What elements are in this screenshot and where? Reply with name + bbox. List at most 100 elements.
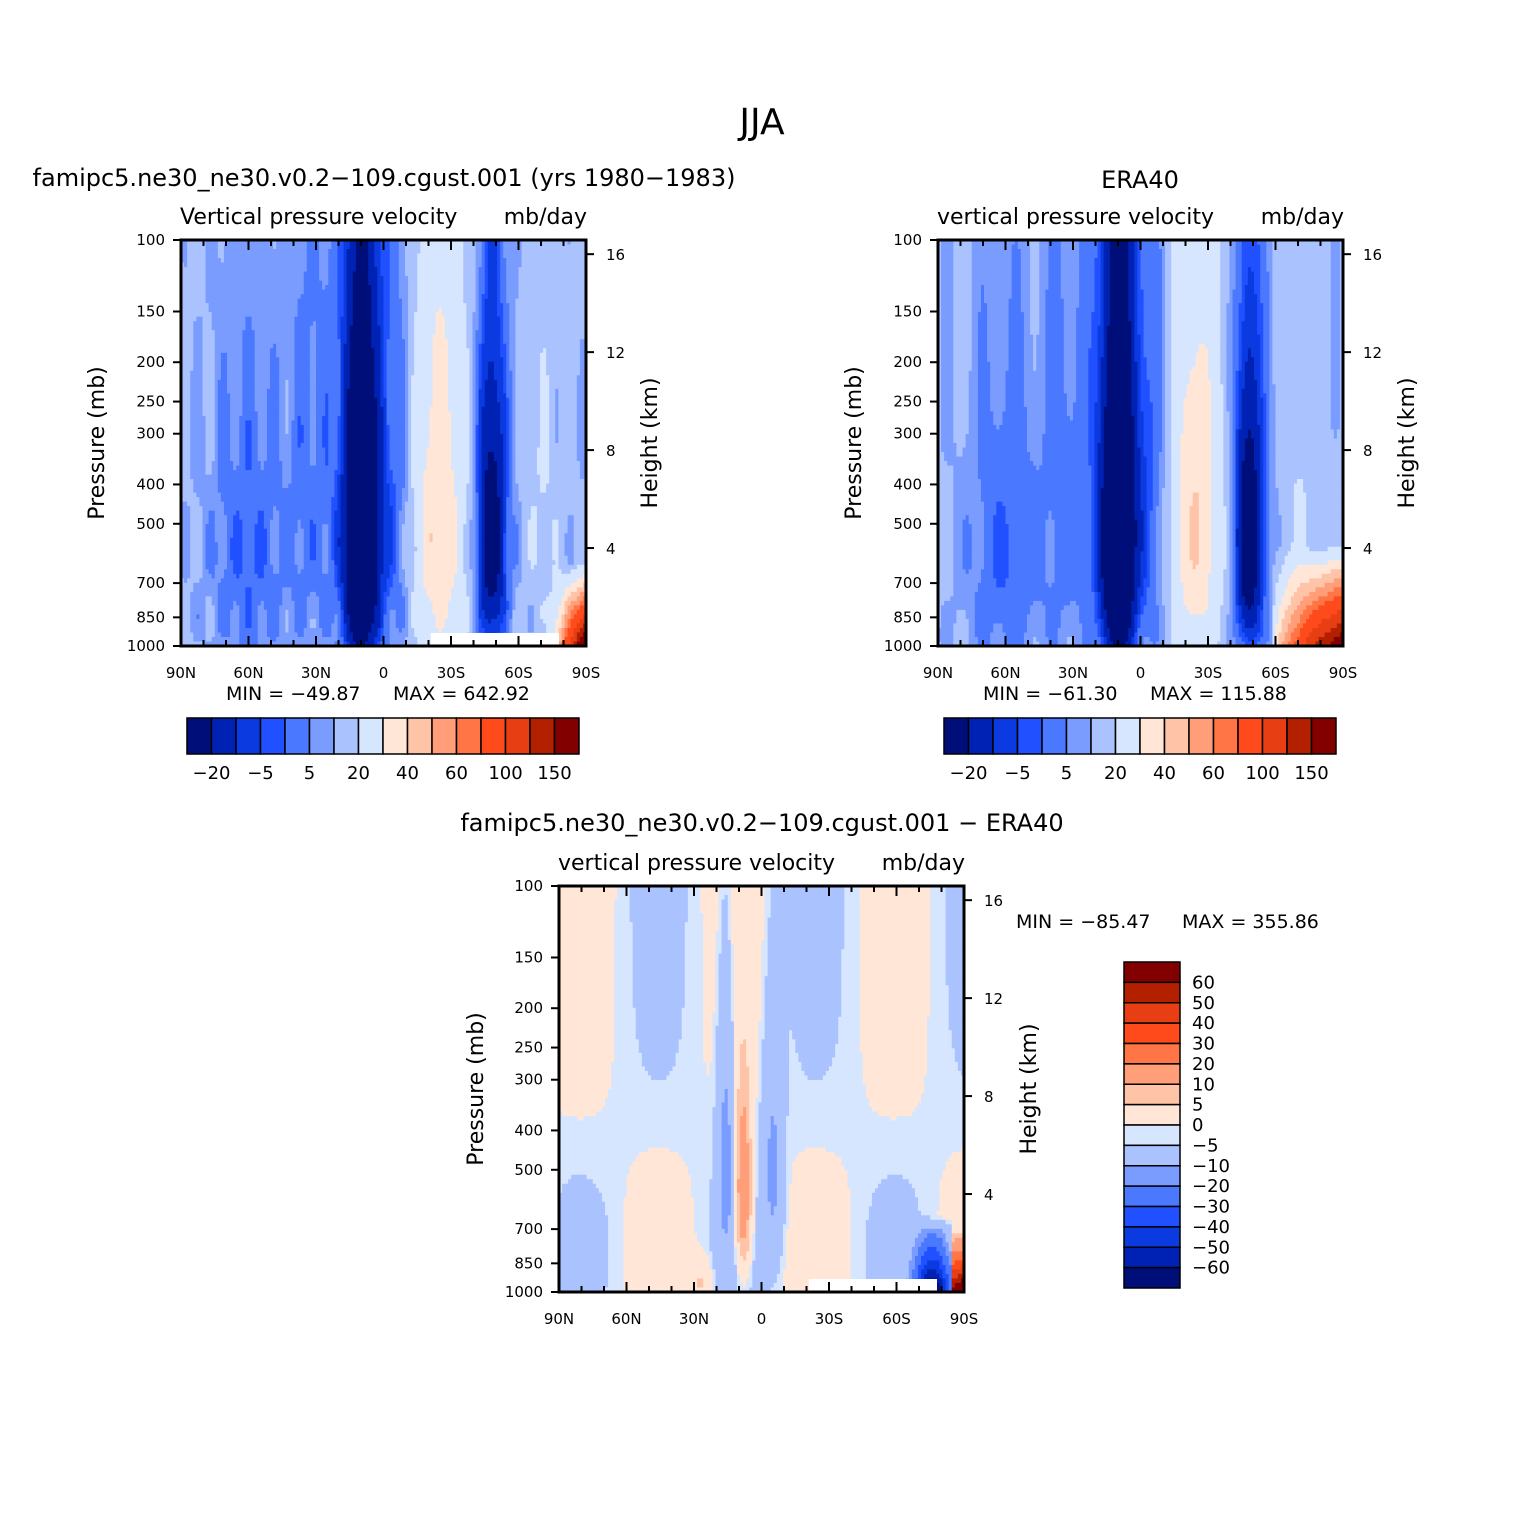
field-cell [524, 388, 529, 394]
field-cell [484, 348, 489, 354]
field-cell [414, 343, 418, 349]
field-cell [251, 379, 256, 385]
field-cell [454, 343, 458, 349]
field-cell [533, 240, 538, 246]
field-cell [466, 312, 471, 318]
field-cell [432, 370, 437, 376]
field-cell [374, 298, 378, 304]
field-cell [211, 271, 216, 277]
field-cell [211, 294, 216, 300]
field-cell [309, 298, 314, 304]
field-cell [205, 406, 210, 413]
field-cell [530, 397, 535, 403]
contour-field [181, 240, 586, 646]
field-cell [316, 379, 320, 385]
field-cell [343, 276, 348, 282]
field-cell [230, 352, 234, 358]
field-cell [196, 402, 201, 408]
field-cell [493, 352, 498, 358]
field-cell [457, 307, 461, 313]
field-cell [435, 321, 440, 327]
field-cell [509, 379, 513, 385]
field-cell [343, 388, 348, 394]
field-cell [380, 366, 385, 372]
field-cell [469, 339, 474, 345]
field-cell [319, 271, 323, 277]
field-cell [368, 388, 372, 394]
field-cell [472, 334, 477, 340]
field-cell [337, 285, 342, 291]
field-cell [475, 339, 480, 345]
field-cell [303, 402, 308, 408]
field-cell [564, 375, 569, 381]
field-cell [561, 316, 566, 322]
field-cell [518, 289, 523, 295]
field-cell [493, 384, 498, 390]
field-cell [331, 393, 336, 399]
field-cell [555, 330, 559, 336]
field-cell [383, 343, 388, 349]
field-cell [466, 262, 471, 268]
field-cell [497, 402, 501, 408]
field-cell [193, 393, 197, 399]
field-cell [423, 402, 428, 408]
panel-model-variable: Vertical pressure velocity [180, 205, 457, 230]
field-cell [303, 253, 308, 259]
field-cell [358, 393, 363, 399]
field-cell [503, 244, 507, 250]
field-cell [316, 240, 320, 246]
field-cell [319, 406, 323, 413]
field-cell [230, 406, 234, 413]
field-cell [316, 402, 320, 408]
field-cell [463, 271, 467, 277]
field-cell [521, 267, 526, 273]
field-cell [521, 285, 526, 291]
field-cell [328, 397, 332, 403]
field-cell [205, 294, 210, 300]
field-cell [564, 303, 569, 309]
field-cell [263, 312, 268, 318]
field-cell [190, 271, 194, 277]
field-cell [475, 370, 480, 376]
field-cell [432, 321, 437, 327]
field-cell [282, 289, 286, 295]
field-cell [469, 334, 474, 340]
field-cell [358, 294, 363, 300]
field-cell [561, 366, 566, 372]
field-cell [346, 316, 351, 322]
field-cell [365, 348, 369, 354]
field-cell [432, 249, 437, 255]
field-cell [481, 343, 486, 349]
field-cell [297, 253, 302, 259]
field-cell [576, 294, 581, 300]
field-cell [389, 244, 394, 250]
field-cell [543, 280, 547, 286]
field-cell [386, 370, 391, 376]
field-cell [447, 262, 452, 268]
field-cell [288, 357, 293, 363]
field-cell [309, 271, 314, 277]
field-cell [484, 406, 489, 413]
field-cell [392, 253, 397, 259]
field-cell [401, 330, 406, 336]
field-cell [306, 316, 311, 322]
field-cell [524, 339, 529, 345]
field-cell [230, 370, 234, 376]
field-cell [423, 379, 428, 385]
field-cell [506, 330, 510, 336]
field-cell [316, 325, 320, 331]
field-cell [570, 316, 575, 322]
field-cell [576, 267, 581, 273]
field-cell [263, 298, 268, 304]
field-cell [478, 276, 483, 282]
field-cell [454, 325, 458, 331]
field-cell [282, 285, 286, 291]
field-cell [435, 339, 440, 345]
field-cell [294, 357, 299, 363]
field-cell [582, 271, 586, 277]
field-cell [573, 366, 578, 372]
field-cell [328, 375, 332, 381]
field-cell [521, 316, 526, 322]
field-cell [202, 379, 207, 385]
field-cell [466, 280, 471, 286]
